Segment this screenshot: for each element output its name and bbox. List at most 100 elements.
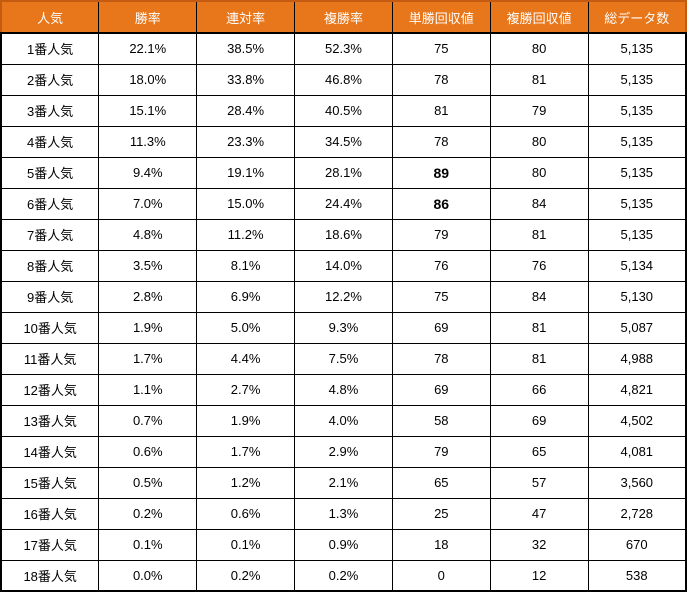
value-cell: 2.8% bbox=[98, 280, 198, 313]
value-cell: 1.7% bbox=[196, 435, 296, 468]
table-row: 12番人気 1.1% 2.7% 4.8% 69 66 4,821 bbox=[0, 373, 687, 406]
value-cell: 12.2% bbox=[294, 280, 393, 313]
value-cell: 5,135 bbox=[587, 94, 687, 127]
row-label-cell: 9番人気 bbox=[0, 280, 100, 313]
column-header: 人気 bbox=[0, 0, 100, 34]
value-cell: 79 bbox=[391, 435, 491, 468]
value-cell: 24.4% bbox=[294, 187, 393, 220]
value-cell: 4.8% bbox=[294, 373, 393, 406]
table-header: 人気 勝率 連対率 複勝率 単勝回収値 複勝回収値 総データ数 bbox=[0, 0, 687, 34]
value-cell: 9.3% bbox=[294, 311, 393, 344]
value-cell: 84 bbox=[489, 280, 589, 313]
row-label-cell: 14番人気 bbox=[0, 435, 100, 468]
value-cell: 5,135 bbox=[587, 187, 687, 220]
value-cell: 40.5% bbox=[294, 94, 393, 127]
value-cell: 1.9% bbox=[196, 404, 296, 437]
value-cell: 4,502 bbox=[587, 404, 687, 437]
value-cell: 33.8% bbox=[196, 63, 296, 96]
row-label-cell: 2番人気 bbox=[0, 63, 100, 96]
table-row: 13番人気 0.7% 1.9% 4.0% 58 69 4,502 bbox=[0, 404, 687, 437]
value-cell: 18 bbox=[391, 528, 491, 561]
value-cell: 0.2% bbox=[294, 559, 393, 592]
value-cell: 0.2% bbox=[196, 559, 296, 592]
row-label-cell: 10番人気 bbox=[0, 311, 100, 344]
table-row: 4番人気 11.3% 23.3% 34.5% 78 80 5,135 bbox=[0, 125, 687, 158]
value-cell: 9.4% bbox=[98, 156, 198, 189]
table-row: 14番人気 0.6% 1.7% 2.9% 79 65 4,081 bbox=[0, 435, 687, 468]
value-cell: 19.1% bbox=[196, 156, 296, 189]
row-label-cell: 6番人気 bbox=[0, 187, 100, 220]
value-cell: 76 bbox=[489, 249, 589, 282]
value-cell: 0.9% bbox=[294, 528, 393, 561]
value-cell: 8.1% bbox=[196, 249, 296, 282]
value-cell: 5,135 bbox=[587, 63, 687, 96]
value-cell: 28.1% bbox=[294, 156, 393, 189]
row-label-cell: 15番人気 bbox=[0, 466, 100, 499]
value-cell: 76 bbox=[391, 249, 491, 282]
value-cell: 65 bbox=[391, 466, 491, 499]
table-row: 11番人気 1.7% 4.4% 7.5% 78 81 4,988 bbox=[0, 342, 687, 375]
value-cell: 69 bbox=[391, 373, 491, 406]
value-cell: 0.1% bbox=[196, 528, 296, 561]
value-cell: 2.7% bbox=[196, 373, 296, 406]
value-cell: 58 bbox=[391, 404, 491, 437]
value-cell: 5,135 bbox=[587, 125, 687, 158]
row-label-cell: 4番人気 bbox=[0, 125, 100, 158]
value-cell: 52.3% bbox=[294, 32, 393, 65]
value-cell: 81 bbox=[391, 94, 491, 127]
value-cell: 38.5% bbox=[196, 32, 296, 65]
value-cell: 80 bbox=[489, 156, 589, 189]
header-row: 人気 勝率 連対率 複勝率 単勝回収値 複勝回収値 総データ数 bbox=[0, 0, 687, 34]
row-label-cell: 11番人気 bbox=[0, 342, 100, 375]
column-header: 連対率 bbox=[196, 0, 296, 34]
table-row: 17番人気 0.1% 0.1% 0.9% 18 32 670 bbox=[0, 528, 687, 561]
value-cell: 538 bbox=[587, 559, 687, 592]
value-cell: 65 bbox=[489, 435, 589, 468]
table-row: 8番人気 3.5% 8.1% 14.0% 76 76 5,134 bbox=[0, 249, 687, 282]
value-cell: 1.2% bbox=[196, 466, 296, 499]
column-header: 勝率 bbox=[98, 0, 198, 34]
row-label-cell: 1番人気 bbox=[0, 32, 100, 65]
value-cell: 4.4% bbox=[196, 342, 296, 375]
value-cell: 5,135 bbox=[587, 218, 687, 251]
value-cell: 7.5% bbox=[294, 342, 393, 375]
value-cell: 0.5% bbox=[98, 466, 198, 499]
value-cell: 34.5% bbox=[294, 125, 393, 158]
row-label-cell: 7番人気 bbox=[0, 218, 100, 251]
row-label-cell: 13番人気 bbox=[0, 404, 100, 437]
value-cell: 4,821 bbox=[587, 373, 687, 406]
column-header: 総データ数 bbox=[587, 0, 687, 34]
table-body: 1番人気 22.1% 38.5% 52.3% 75 80 5,135 2番人気 18.0% 33.… bbox=[0, 32, 687, 592]
table-row: 7番人気 4.8% 11.2% 18.6% 79 81 5,135 bbox=[0, 218, 687, 251]
table-row: 5番人気 9.4% 19.1% 28.1% 89 80 5,135 bbox=[0, 156, 687, 189]
value-cell: 1.1% bbox=[98, 373, 198, 406]
value-cell: 22.1% bbox=[98, 32, 198, 65]
value-cell: 4.8% bbox=[98, 218, 198, 251]
value-cell: 80 bbox=[489, 125, 589, 158]
column-header: 複勝率 bbox=[294, 0, 393, 34]
value-cell: 12 bbox=[489, 559, 589, 592]
value-cell: 6.9% bbox=[196, 280, 296, 313]
value-cell: 78 bbox=[391, 63, 491, 96]
value-cell: 18.6% bbox=[294, 218, 393, 251]
value-cell: 75 bbox=[391, 32, 491, 65]
value-cell: 1.9% bbox=[98, 311, 198, 344]
table-row: 18番人気 0.0% 0.2% 0.2% 0 12 538 bbox=[0, 559, 687, 592]
value-cell: 32 bbox=[489, 528, 589, 561]
value-cell: 86 bbox=[391, 187, 491, 220]
value-cell: 3,560 bbox=[587, 466, 687, 499]
table-row: 6番人気 7.0% 15.0% 24.4% 86 84 5,135 bbox=[0, 187, 687, 220]
value-cell: 57 bbox=[489, 466, 589, 499]
value-cell: 0.2% bbox=[98, 497, 198, 530]
table-row: 10番人気 1.9% 5.0% 9.3% 69 81 5,087 bbox=[0, 311, 687, 344]
value-cell: 670 bbox=[587, 528, 687, 561]
column-header: 複勝回収値 bbox=[489, 0, 589, 34]
value-cell: 25 bbox=[391, 497, 491, 530]
value-cell: 81 bbox=[489, 218, 589, 251]
value-cell: 47 bbox=[489, 497, 589, 530]
value-cell: 7.0% bbox=[98, 187, 198, 220]
value-cell: 1.7% bbox=[98, 342, 198, 375]
value-cell: 23.3% bbox=[196, 125, 296, 158]
value-cell: 5.0% bbox=[196, 311, 296, 344]
value-cell: 2,728 bbox=[587, 497, 687, 530]
